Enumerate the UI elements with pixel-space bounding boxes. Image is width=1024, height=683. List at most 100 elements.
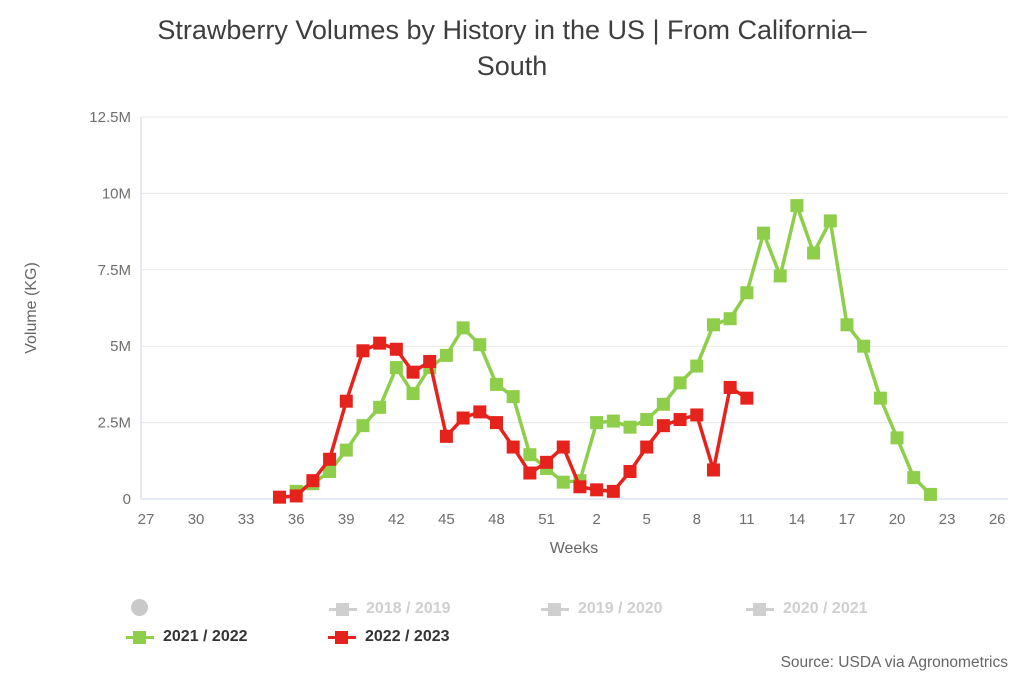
x-tick-label: 23	[939, 511, 956, 528]
data-point-2022-2023-w6[interactable]	[656, 419, 670, 433]
legend-item-2022-2023[interactable]: 2022 / 2023	[328, 628, 450, 646]
x-tick-label: 48	[488, 511, 505, 528]
y-tick-label: 10M	[102, 185, 131, 202]
data-point-2021-2022-w41[interactable]	[373, 400, 387, 414]
x-tick-label: 11	[739, 511, 755, 528]
data-point-2022-2023-w52[interactable]	[556, 440, 570, 454]
x-tick-label: 20	[889, 511, 906, 528]
data-point-2022-2023-w3[interactable]	[606, 484, 620, 498]
x-tick-label: 17	[839, 511, 856, 528]
data-point-2022-2023-w48[interactable]	[489, 416, 503, 430]
data-point-2022-2023-w37[interactable]	[306, 474, 320, 488]
data-point-2021-2022-w3[interactable]	[606, 414, 620, 428]
data-point-2021-2022-w11[interactable]	[740, 286, 754, 300]
data-point-2022-2023-w7[interactable]	[673, 413, 687, 427]
data-point-2022-2023-w2[interactable]	[590, 483, 604, 497]
data-point-2021-2022-w12[interactable]	[757, 226, 771, 240]
data-point-2021-2022-w46[interactable]	[456, 321, 470, 335]
data-point-2022-2023-w11[interactable]	[740, 391, 754, 405]
x-tick-label: 8	[693, 511, 701, 528]
x-tick-label: 14	[789, 511, 806, 528]
data-point-2021-2022-w6[interactable]	[656, 397, 670, 411]
x-tick-label: 30	[188, 511, 205, 528]
y-tick-label: 5M	[110, 338, 131, 355]
data-point-2021-2022-w52[interactable]	[556, 475, 570, 489]
data-point-2022-2023-w49[interactable]	[506, 440, 520, 454]
y-tick-label: 12.5M	[89, 109, 131, 126]
data-point-2021-2022-w13[interactable]	[773, 269, 787, 283]
legend-item-2021-2022[interactable]: 2021 / 2022	[126, 628, 248, 646]
data-point-2021-2022-w40[interactable]	[356, 419, 370, 433]
data-point-2021-2022-w50[interactable]	[523, 448, 537, 462]
x-tick-label: 33	[238, 511, 255, 528]
data-point-2022-2023-w8[interactable]	[690, 408, 704, 422]
data-point-2021-2022-w10[interactable]	[723, 312, 737, 326]
x-tick-label: 42	[388, 511, 405, 528]
data-point-2021-2022-w19[interactable]	[873, 391, 887, 405]
data-point-2021-2022-w21[interactable]	[907, 471, 921, 485]
data-point-2021-2022-w47[interactable]	[473, 338, 487, 352]
series-marker-icon	[328, 630, 356, 644]
data-point-2021-2022-w22[interactable]	[923, 487, 937, 501]
y-tick-label: 0	[123, 491, 131, 508]
legend-item-2020-2021[interactable]: 2020 / 2021	[746, 600, 868, 618]
data-point-2021-2022-w43[interactable]	[406, 387, 420, 401]
data-point-2021-2022-w16[interactable]	[823, 214, 837, 228]
data-point-2022-2023-w45[interactable]	[439, 429, 453, 443]
data-point-2021-2022-w7[interactable]	[673, 376, 687, 390]
legend-label: 2019 / 2020	[578, 600, 663, 617]
data-point-2021-2022-w38[interactable]	[323, 464, 337, 478]
data-point-2021-2022-w17[interactable]	[840, 318, 854, 332]
data-point-2022-2023-w38[interactable]	[323, 452, 337, 466]
data-point-2022-2023-w47[interactable]	[473, 405, 487, 419]
data-point-2021-2022-w39[interactable]	[339, 443, 353, 457]
data-point-2022-2023-w10[interactable]	[723, 380, 737, 394]
data-point-2021-2022-w2[interactable]	[590, 416, 604, 430]
legend-label: 2022 / 2023	[365, 628, 450, 645]
data-point-2022-2023-w44[interactable]	[423, 354, 437, 368]
data-point-2021-2022-w20[interactable]	[890, 431, 904, 445]
x-tick-label: 36	[288, 511, 305, 528]
x-axis-title: Weeks	[550, 540, 599, 557]
legend-hidden-series-dot-icon[interactable]	[131, 599, 148, 616]
data-point-2022-2023-w46[interactable]	[456, 411, 470, 425]
y-tick-label: 2.5M	[98, 415, 131, 432]
data-point-2022-2023-w4[interactable]	[623, 464, 637, 478]
data-point-2021-2022-w15[interactable]	[807, 246, 821, 260]
data-point-2021-2022-w45[interactable]	[439, 348, 453, 362]
data-point-2022-2023-w43[interactable]	[406, 365, 420, 379]
data-point-2021-2022-w18[interactable]	[857, 339, 871, 353]
data-point-2022-2023-w1[interactable]	[573, 480, 587, 494]
legend-label: 2020 / 2021	[783, 600, 868, 617]
data-point-2022-2023-w50[interactable]	[523, 466, 537, 480]
y-tick-label: 7.5M	[98, 262, 131, 279]
data-point-2021-2022-w4[interactable]	[623, 420, 637, 434]
data-point-2022-2023-w41[interactable]	[373, 336, 387, 350]
chart-title: Strawberry Volumes by History in the US …	[0, 12, 1024, 85]
data-point-2022-2023-w36[interactable]	[289, 489, 303, 503]
data-point-2022-2023-w39[interactable]	[339, 394, 353, 408]
source-credit: Source: USDA via Agronometrics	[780, 654, 1008, 671]
x-tick-label: 2	[592, 511, 600, 528]
y-axis-title: Volume (KG)	[23, 262, 40, 354]
data-point-2022-2023-w40[interactable]	[356, 344, 370, 358]
legend-item-2019-2020[interactable]: 2019 / 2020	[541, 600, 663, 618]
data-point-2022-2023-w35[interactable]	[273, 490, 287, 504]
series-marker-icon	[329, 602, 357, 616]
data-point-2022-2023-w51[interactable]	[540, 455, 554, 469]
data-point-2021-2022-w14[interactable]	[790, 199, 804, 213]
data-point-2021-2022-w48[interactable]	[489, 377, 503, 391]
data-point-2022-2023-w9[interactable]	[706, 463, 720, 477]
data-point-2021-2022-w49[interactable]	[506, 390, 520, 404]
legend-label: 2021 / 2022	[163, 628, 248, 645]
data-point-2021-2022-w8[interactable]	[690, 359, 704, 373]
data-point-2022-2023-w42[interactable]	[389, 342, 403, 356]
data-point-2021-2022-w42[interactable]	[389, 361, 403, 375]
x-tick-label: 45	[438, 511, 455, 528]
legend-item-2018-2019[interactable]: 2018 / 2019	[329, 600, 451, 618]
data-point-2022-2023-w5[interactable]	[640, 440, 654, 454]
data-point-2021-2022-w5[interactable]	[640, 413, 654, 427]
data-point-2021-2022-w9[interactable]	[706, 318, 720, 332]
